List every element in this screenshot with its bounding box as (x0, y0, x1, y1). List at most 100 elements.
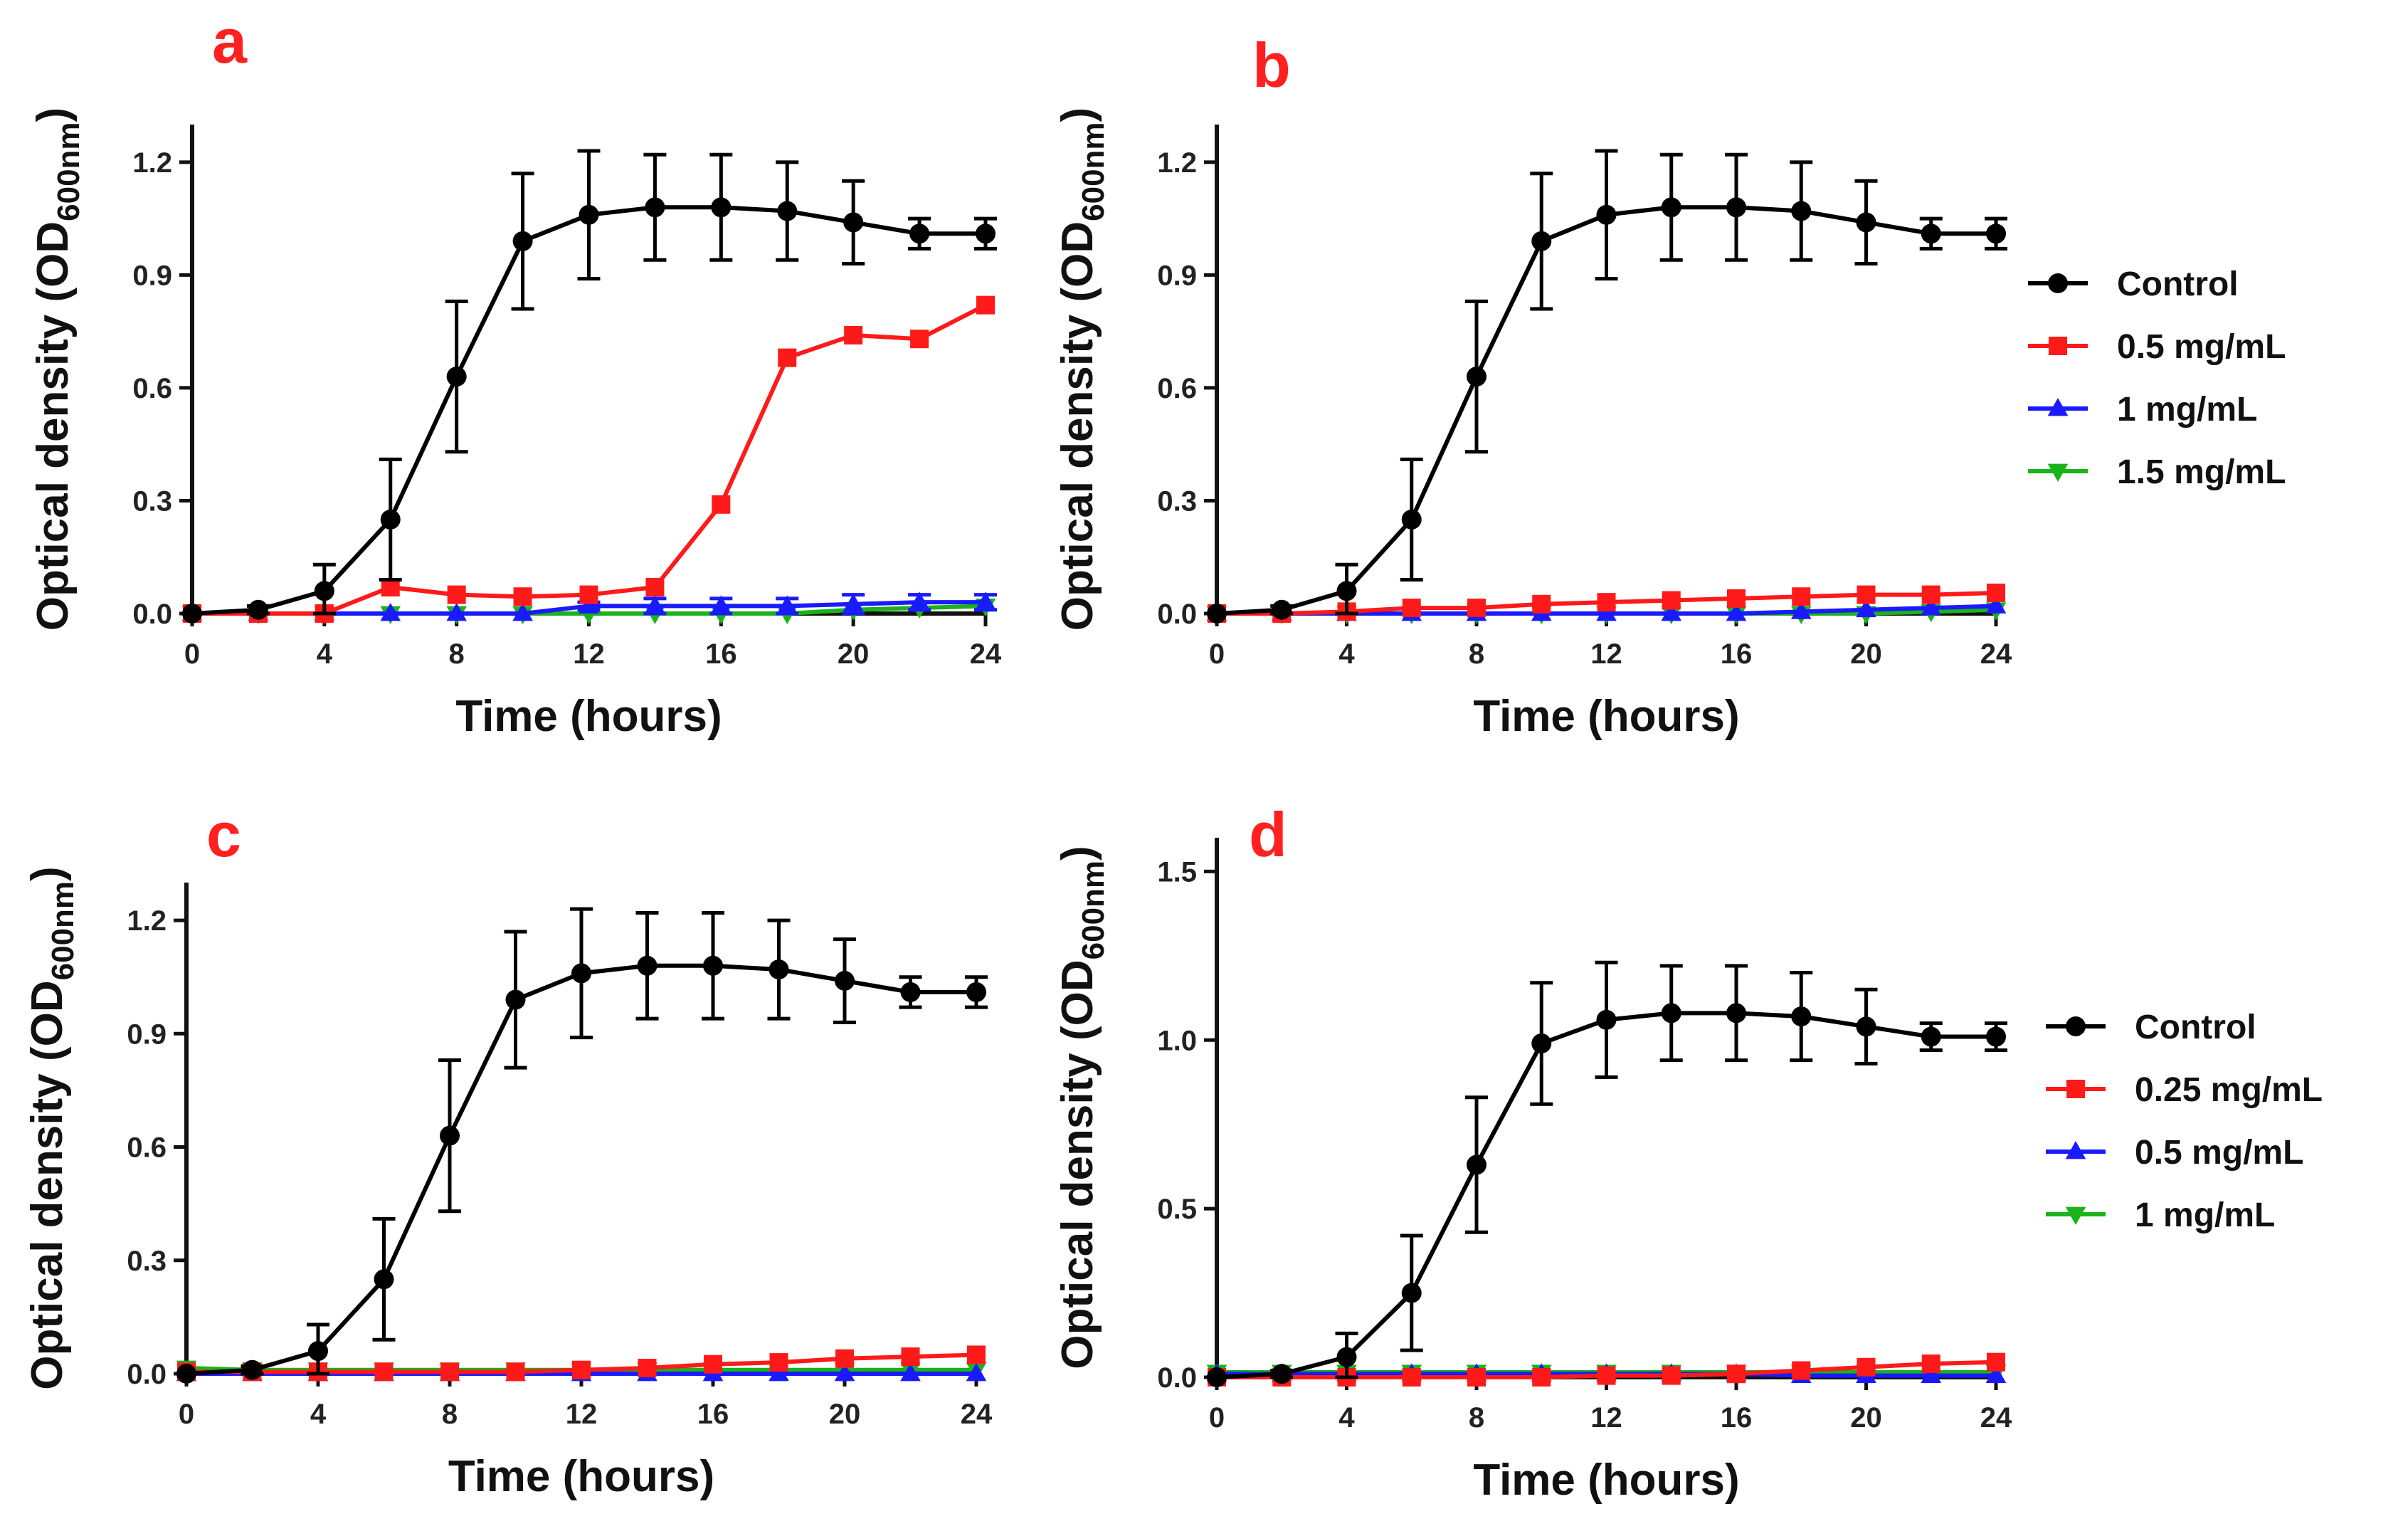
x-tick-label: 24 (961, 1399, 993, 1430)
data-point (314, 581, 334, 601)
y-tick-label: 0.0 (132, 599, 172, 630)
data-point (1792, 1361, 1811, 1380)
y-tick-label: 0.9 (132, 260, 172, 291)
panel-label: a (212, 6, 248, 76)
data-point (645, 595, 665, 614)
x-tick-label: 0 (1209, 638, 1225, 670)
data-point (1467, 1368, 1486, 1387)
y-tick-label: 1.2 (1157, 147, 1197, 179)
data-point (645, 578, 665, 597)
data-point (1791, 1006, 1812, 1027)
data-point (1921, 597, 1942, 616)
y-tick-label: 0.0 (1157, 1362, 1197, 1394)
data-point (579, 204, 599, 225)
data-point (374, 1269, 394, 1290)
legend-label: 0.5 mg/mL (2135, 1134, 2303, 1172)
legend-label: 1 mg/mL (2135, 1196, 2275, 1234)
legend-marker (2049, 337, 2067, 355)
data-point (1726, 1003, 1746, 1024)
data-point (1402, 1368, 1421, 1387)
data-point (1467, 367, 1486, 387)
legend-marker (2048, 273, 2068, 293)
y-axis-title-subscript: 600nm (51, 122, 86, 221)
y-tick-label: 0.6 (127, 1132, 167, 1164)
data-point (1986, 223, 2006, 244)
x-tick-label: 20 (1850, 1402, 1882, 1433)
x-tick-label: 20 (838, 638, 870, 670)
data-point (571, 963, 591, 984)
data-point (711, 197, 732, 218)
data-point (505, 989, 526, 1010)
y-axis-title-close: ) (23, 866, 72, 881)
y-tick-label: 1.0 (1157, 1025, 1197, 1056)
x-tick-label: 12 (573, 638, 605, 670)
data-point (704, 1354, 722, 1374)
data-point (776, 595, 798, 614)
data-point (1401, 1283, 1422, 1303)
y-tick-label: 1.5 (1157, 856, 1197, 888)
data-point (1662, 591, 1681, 610)
data-point (1597, 593, 1616, 612)
x-tick-label: 0 (184, 638, 200, 670)
y-tick-label: 0.3 (132, 485, 172, 517)
y-tick-label: 0.9 (1157, 260, 1197, 291)
data-point (777, 201, 798, 221)
data-point (703, 955, 723, 976)
legend-label: 0.25 mg/mL (2135, 1071, 2323, 1109)
data-point (572, 1360, 591, 1379)
y-axis-title-main: Optical density (OD (1053, 221, 1102, 631)
data-point (1532, 1368, 1551, 1387)
data-point (380, 509, 401, 530)
y-tick-label: 0.9 (127, 1019, 167, 1050)
data-point (638, 1359, 657, 1378)
series-control (1207, 149, 2007, 624)
data-point (1272, 599, 1292, 620)
data-point (380, 603, 401, 621)
legend-label: 1 mg/mL (2117, 391, 2257, 428)
series-0-5-mg-ml (183, 295, 995, 623)
legend-label: Control (2117, 265, 2239, 303)
data-point (769, 1353, 788, 1372)
data-point (1661, 603, 1682, 621)
data-point (1985, 595, 2007, 614)
x-axis-title: Time (hours) (1473, 1456, 1739, 1505)
data-point (513, 587, 532, 606)
data-point (966, 982, 986, 1002)
y-tick-label: 1.2 (132, 147, 172, 179)
data-point (843, 212, 864, 233)
data-point (900, 1363, 921, 1382)
data-point (966, 1363, 987, 1382)
x-tick-label: 4 (1338, 1402, 1355, 1433)
data-point (909, 223, 930, 244)
y-tick-label: 0.5 (1157, 1194, 1197, 1225)
data-point (900, 982, 921, 1002)
x-tick-label: 4 (310, 1399, 327, 1430)
data-point (1726, 603, 1747, 621)
y-tick-label: 0.6 (132, 373, 172, 404)
y-axis-title: Optical density (OD600nm) (28, 107, 86, 631)
data-point (1921, 223, 1941, 244)
data-point (1661, 1003, 1681, 1024)
x-tick-label: 4 (1338, 638, 1355, 670)
data-point (1662, 1366, 1681, 1385)
chart-panel-a: a 0.0 0.3 0.6 0.9 1.2 0 4 8 12 16 20 24 Time (hours) O… (28, 6, 2286, 741)
data-point (645, 197, 665, 218)
x-tick-label: 0 (1209, 1402, 1225, 1433)
data-point (176, 1364, 196, 1384)
series-control (1207, 960, 2007, 1387)
x-tick-label: 12 (1590, 638, 1622, 670)
y-axis-title-main: Optical density (OD (28, 221, 78, 631)
data-point (512, 231, 533, 251)
legend-marker (2066, 1080, 2085, 1098)
data-point (440, 1362, 459, 1382)
data-point (1531, 1033, 1552, 1053)
x-tick-label: 8 (442, 1399, 458, 1430)
series-line (192, 302, 987, 616)
data-point (506, 1362, 525, 1382)
x-tick-label: 20 (829, 1399, 861, 1430)
x-tick-label: 12 (1590, 1402, 1622, 1433)
data-point (843, 593, 864, 612)
data-point (1792, 587, 1811, 606)
x-tick-label: 8 (1469, 1402, 1484, 1433)
